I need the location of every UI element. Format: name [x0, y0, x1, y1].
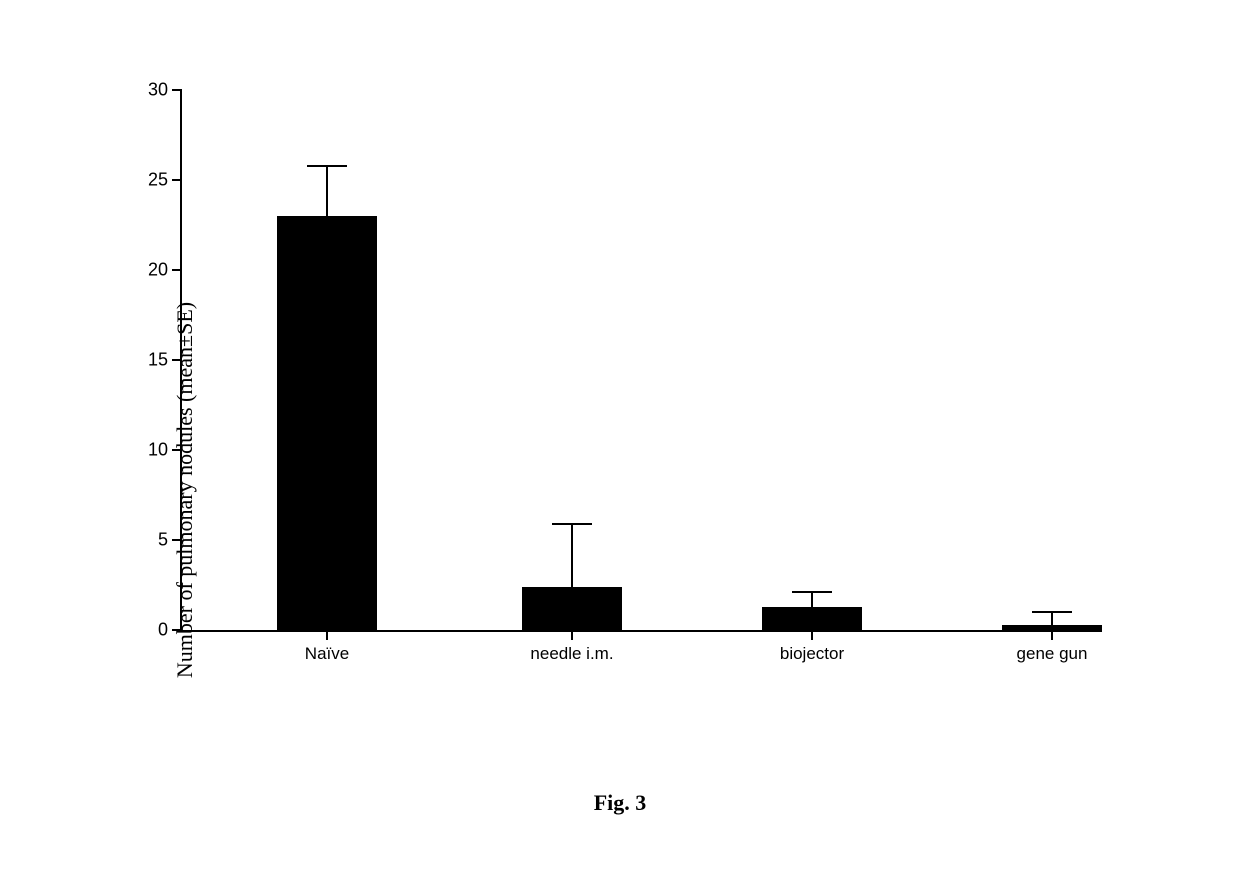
- y-tick-label: 5: [158, 530, 168, 551]
- error-bar-cap: [792, 591, 832, 593]
- y-tick: [172, 449, 182, 451]
- bar: [762, 607, 862, 630]
- y-tick: [172, 539, 182, 541]
- y-tick: [172, 269, 182, 271]
- y-tick-label: 25: [148, 170, 168, 191]
- error-bar-cap: [552, 523, 592, 525]
- y-tick-label: 10: [148, 440, 168, 461]
- x-tick: [571, 630, 573, 640]
- error-bar-stem: [811, 592, 813, 606]
- bar: [522, 587, 622, 630]
- figure-caption: Fig. 3: [594, 790, 647, 816]
- y-tick: [172, 359, 182, 361]
- error-bar-stem: [1051, 612, 1053, 625]
- bar: [1002, 625, 1102, 630]
- x-tick-label: needle i.m.: [530, 644, 613, 664]
- y-tick-label: 15: [148, 350, 168, 371]
- x-tick-label: biojector: [780, 644, 844, 664]
- bar: [277, 216, 377, 630]
- x-tick-label: Naïve: [305, 644, 349, 664]
- y-tick-label: 30: [148, 80, 168, 101]
- error-bar-cap: [1032, 611, 1072, 613]
- x-tick: [326, 630, 328, 640]
- y-tick-label: 0: [158, 620, 168, 641]
- error-bar-stem: [326, 166, 328, 216]
- y-tick: [172, 629, 182, 631]
- error-bar-stem: [571, 524, 573, 587]
- x-tick-label: gene gun: [1017, 644, 1088, 664]
- chart-container: Number of pulmonary nodules (mean±SE) 05…: [120, 90, 1120, 710]
- y-tick-label: 20: [148, 260, 168, 281]
- y-tick: [172, 179, 182, 181]
- y-tick: [172, 89, 182, 91]
- plot-area: 051015202530Naïveneedle i.m.biojectorgen…: [180, 90, 1102, 632]
- x-tick: [1051, 630, 1053, 640]
- x-tick: [811, 630, 813, 640]
- error-bar-cap: [307, 165, 347, 167]
